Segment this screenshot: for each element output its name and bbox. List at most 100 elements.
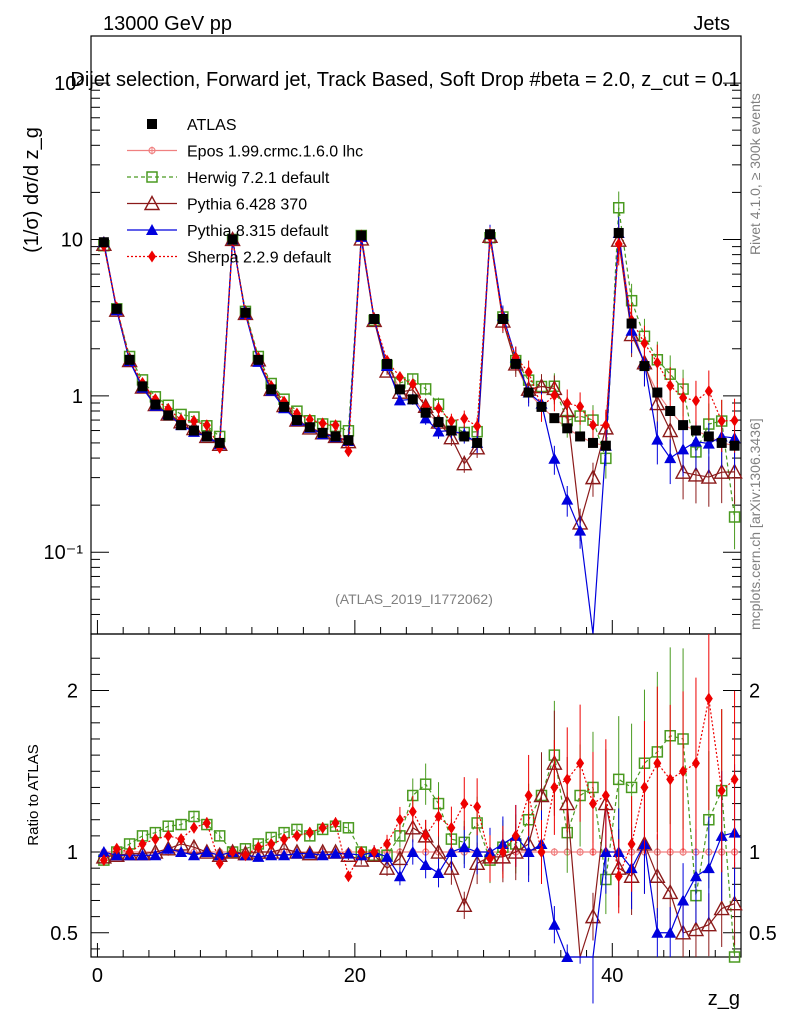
ratio-point (471, 846, 484, 858)
data-point (689, 435, 702, 447)
x-tick-label: 0 (92, 965, 103, 987)
ratio-point (421, 829, 430, 842)
data-point (574, 524, 587, 536)
data-point (443, 429, 460, 445)
data-point (584, 469, 602, 485)
ratio-point (649, 867, 666, 883)
ratio-point (290, 847, 303, 859)
process-label: Jets (693, 13, 730, 35)
ratio-point (303, 847, 316, 859)
data-point (677, 443, 690, 455)
ratio-point (486, 852, 495, 865)
rivet-version: Rivet 4.1.0, ≥ 300k events (747, 93, 763, 255)
ratio-point (241, 849, 250, 862)
ratio-point (164, 829, 173, 842)
legend-label: Pythia 8.315 default (187, 223, 329, 240)
ratio-point (189, 821, 198, 834)
ratio-point (419, 858, 432, 870)
ratio-point (522, 846, 535, 858)
ratio-point (329, 847, 342, 859)
ratio-point (717, 784, 726, 797)
ratio-point (160, 840, 177, 856)
series-line-4 (103, 235, 735, 454)
ratio-point (265, 849, 278, 861)
ratio-point (357, 846, 366, 859)
ratio-point (177, 833, 186, 846)
ratio-point (278, 849, 291, 861)
y-tick-label: 1 (72, 386, 83, 408)
ratio-tick-label: 2 (67, 681, 78, 703)
ratio-point (588, 797, 597, 810)
ratio-point (395, 813, 404, 826)
ratio-point (188, 810, 200, 823)
legend-label: ATLAS (187, 117, 237, 134)
ratio-point (228, 846, 237, 859)
ratio-tick-label-right: 2 (749, 681, 760, 703)
ratio-point (445, 846, 458, 858)
ratio-tick-label-right: 1 (749, 842, 760, 864)
ratio-point (408, 805, 417, 818)
ratio-point (550, 848, 559, 857)
ratio-point (342, 847, 355, 859)
data-point (419, 383, 432, 395)
ratio-point (700, 916, 717, 932)
ratio-point (112, 842, 121, 855)
ratio-point (640, 781, 649, 794)
ratio-point (99, 854, 108, 867)
ratio-point (674, 924, 692, 940)
ratio-point (726, 895, 743, 911)
data-point (550, 389, 559, 402)
ratio-point (97, 846, 110, 858)
ratio-point (318, 821, 327, 834)
data-point (717, 415, 726, 428)
plot-title: Dijet selection, Forward jet, Track Base… (70, 69, 739, 91)
ratio-point (370, 846, 379, 859)
legend-marker (146, 224, 158, 235)
ratio-point (456, 896, 473, 913)
data-point (601, 419, 610, 432)
ratio-point (443, 859, 460, 875)
ratio-point (584, 908, 602, 924)
ratio-point (280, 833, 289, 846)
data-point (713, 463, 730, 479)
data-point (563, 397, 572, 410)
ratio-point (664, 926, 677, 938)
ratio-point (612, 773, 625, 786)
data-point (653, 356, 662, 369)
data-point (612, 202, 625, 214)
ratio-point (460, 797, 469, 810)
main-panel: 10⁻¹ 1 10 10² (44, 35, 743, 635)
legend-label: Herwig 7.2.1 default (187, 170, 330, 187)
ratio-point (533, 787, 550, 803)
x-axis-label: z_g (708, 988, 740, 1010)
data-point (649, 395, 666, 411)
ratio-point (432, 867, 445, 879)
data-point (702, 437, 715, 449)
legend-entry: Epos 1.99.crmc.1.6.0 lhc (127, 144, 363, 161)
ratio-point (187, 849, 200, 861)
ratio-frame (90, 633, 742, 958)
data-point (640, 337, 649, 350)
ratio-point (702, 862, 715, 874)
ratio-point (689, 870, 702, 882)
series-line-2 (103, 236, 735, 524)
ratio-point (561, 951, 574, 962)
ratio-point (625, 781, 638, 794)
y-axis-label: (1/σ) dσ/d z_g (21, 127, 43, 253)
data-point (432, 425, 445, 437)
ratio-point (679, 765, 688, 778)
legend-marker (146, 171, 158, 183)
ratio-point (406, 846, 419, 858)
ratio-point (548, 918, 561, 930)
ratio-panel: 0 20 40 0.5 0.5 1 1 2 2 (50, 633, 777, 1004)
ratio-point (550, 781, 559, 794)
data-point (393, 394, 406, 406)
data-point (202, 419, 211, 432)
ratio-point (713, 900, 730, 916)
ratio-point (524, 789, 533, 802)
ratio-point (458, 841, 471, 853)
legend-entry: Sherpa 2.2.9 default (127, 250, 332, 267)
data-point (434, 402, 443, 415)
legend-entry: Herwig 7.2.1 default (127, 170, 330, 187)
